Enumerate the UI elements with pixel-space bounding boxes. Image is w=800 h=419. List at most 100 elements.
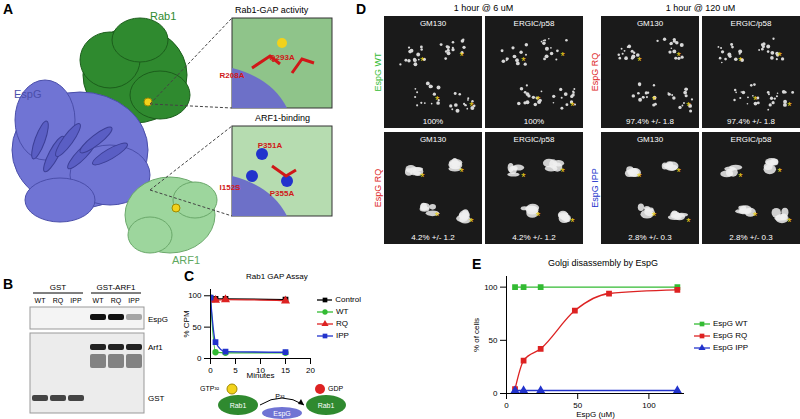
html-text:A: A xyxy=(3,1,14,17)
svg-text:*: * xyxy=(420,55,425,67)
svg-text:ERGIC/p58: ERGIC/p58 xyxy=(731,19,772,28)
svg-text:2.8% +/- 0.3: 2.8% +/- 0.3 xyxy=(628,233,672,242)
svg-text:*: * xyxy=(469,100,474,112)
svg-text:GM130: GM130 xyxy=(637,19,664,28)
svg-text:GST: GST xyxy=(50,283,67,292)
svg-text:*: * xyxy=(686,100,691,112)
svg-text:*: * xyxy=(459,166,464,178)
svg-text:0: 0 xyxy=(493,389,498,398)
svg-text:GDP: GDP xyxy=(328,385,344,392)
svg-text:*: * xyxy=(676,166,681,178)
svg-text:Rab1: Rab1 xyxy=(318,402,335,409)
svg-text:20: 20 xyxy=(306,366,315,375)
svg-text:*: * xyxy=(753,210,758,222)
svg-text:*: * xyxy=(753,94,758,106)
svg-text:I152S: I152S xyxy=(220,183,242,192)
svg-text:4.2% +/- 1.2: 4.2% +/- 1.2 xyxy=(512,233,556,242)
svg-text:97.4% +/- 1.8: 97.4% +/- 1.8 xyxy=(626,117,674,126)
svg-text:Rab1: Rab1 xyxy=(230,402,247,409)
html-text:C: C xyxy=(184,268,195,284)
svg-text:100%: 100% xyxy=(423,117,443,126)
svg-text:*: * xyxy=(637,55,642,67)
svg-text:100: 100 xyxy=(484,283,498,292)
svg-text:Arf1: Arf1 xyxy=(148,343,163,352)
svg-text:EspG RQ: EspG RQ xyxy=(373,169,383,208)
svg-text:Minutes: Minutes xyxy=(246,371,274,380)
svg-text:4.2% +/- 1.2: 4.2% +/- 1.2 xyxy=(411,233,455,242)
svg-text:Rab1: Rab1 xyxy=(150,10,176,22)
svg-text:*: * xyxy=(652,210,657,222)
svg-text:2.8% +/- 0.3: 2.8% +/- 0.3 xyxy=(729,233,773,242)
svg-text:*: * xyxy=(435,210,440,222)
svg-text:*: * xyxy=(637,171,642,183)
svg-text:*: * xyxy=(560,50,565,62)
svg-text:*: * xyxy=(536,210,541,222)
svg-text:*: * xyxy=(777,166,782,178)
svg-text:*: * xyxy=(787,100,792,112)
svg-text:RQ: RQ xyxy=(53,297,64,305)
svg-text:Rab1-GAP activity: Rab1-GAP activity xyxy=(235,5,309,15)
svg-text:5: 5 xyxy=(233,366,238,375)
svg-text:EspG WT: EspG WT xyxy=(373,52,383,92)
svg-text:*: * xyxy=(738,171,743,183)
svg-text:GM130: GM130 xyxy=(420,19,447,28)
svg-text:*: * xyxy=(435,94,440,106)
html-text:B: B xyxy=(3,276,14,292)
svg-text:GM130: GM130 xyxy=(420,135,447,144)
svg-text:0: 0 xyxy=(197,354,202,363)
svg-text:*: * xyxy=(676,50,681,62)
svg-text:P355A: P355A xyxy=(270,189,295,198)
svg-text:0: 0 xyxy=(208,366,213,375)
svg-text:ARF1: ARF1 xyxy=(172,254,200,266)
svg-text:97.4% +/- 1.8: 97.4% +/- 1.8 xyxy=(727,117,775,126)
svg-text:*: * xyxy=(652,94,657,106)
svg-text:GST-ARF1: GST-ARF1 xyxy=(96,283,136,292)
svg-text:15: 15 xyxy=(281,366,290,375)
svg-text:100%: 100% xyxy=(524,117,544,126)
svg-text:P³²: P³² xyxy=(275,393,285,400)
svg-text:GST: GST xyxy=(148,394,165,403)
svg-text:ARF1-binding: ARF1-binding xyxy=(255,113,310,123)
svg-text:0: 0 xyxy=(504,401,509,410)
svg-text:Q293A: Q293A xyxy=(269,53,295,62)
svg-text:ERGIC/p58: ERGIC/p58 xyxy=(514,135,555,144)
svg-text:RQ: RQ xyxy=(111,297,122,305)
svg-text:*: * xyxy=(570,216,575,228)
svg-text:EspG: EspG xyxy=(148,315,168,324)
svg-text:*: * xyxy=(787,216,792,228)
svg-text:*: * xyxy=(686,216,691,228)
svg-text:GTP³²: GTP³² xyxy=(200,385,220,392)
svg-text:50: 50 xyxy=(489,336,498,345)
svg-text:EspG: EspG xyxy=(273,410,291,418)
svg-text:P351A: P351A xyxy=(258,141,283,150)
svg-text:IPP: IPP xyxy=(70,297,82,304)
svg-text:1 hour @ 6 uM: 1 hour @ 6 uM xyxy=(454,3,514,13)
svg-text:EspG RQ: EspG RQ xyxy=(590,53,600,92)
svg-text:*: * xyxy=(777,50,782,62)
svg-text:100: 100 xyxy=(188,291,202,300)
svg-text:ERGIC/p58: ERGIC/p58 xyxy=(514,19,555,28)
svg-text:EspG: EspG xyxy=(14,88,42,100)
svg-text:*: * xyxy=(570,100,575,112)
svg-text:% of cells: % of cells xyxy=(472,318,481,352)
svg-text:% CPM: % CPM xyxy=(182,310,191,337)
svg-text:WT: WT xyxy=(35,297,47,304)
svg-text:*: * xyxy=(469,216,474,228)
svg-text:*: * xyxy=(420,171,425,183)
svg-text:*: * xyxy=(738,55,743,67)
svg-text:EspG (uM): EspG (uM) xyxy=(576,410,615,419)
svg-text:100: 100 xyxy=(642,401,656,410)
svg-text:EspG IPP: EspG IPP xyxy=(590,168,600,208)
svg-text:*: * xyxy=(521,55,526,67)
svg-text:*: * xyxy=(521,171,526,183)
svg-text:GM130: GM130 xyxy=(637,135,664,144)
svg-text:WT: WT xyxy=(93,297,105,304)
svg-text:ERGIC/p58: ERGIC/p58 xyxy=(731,135,772,144)
svg-text:*: * xyxy=(536,94,541,106)
svg-text:1 hour @ 120 uM: 1 hour @ 120 uM xyxy=(666,3,736,13)
svg-text:*: * xyxy=(459,50,464,62)
svg-text:R208A: R208A xyxy=(220,71,245,80)
svg-text:50: 50 xyxy=(193,323,202,332)
svg-text:IPP: IPP xyxy=(128,297,140,304)
svg-text:*: * xyxy=(560,166,565,178)
